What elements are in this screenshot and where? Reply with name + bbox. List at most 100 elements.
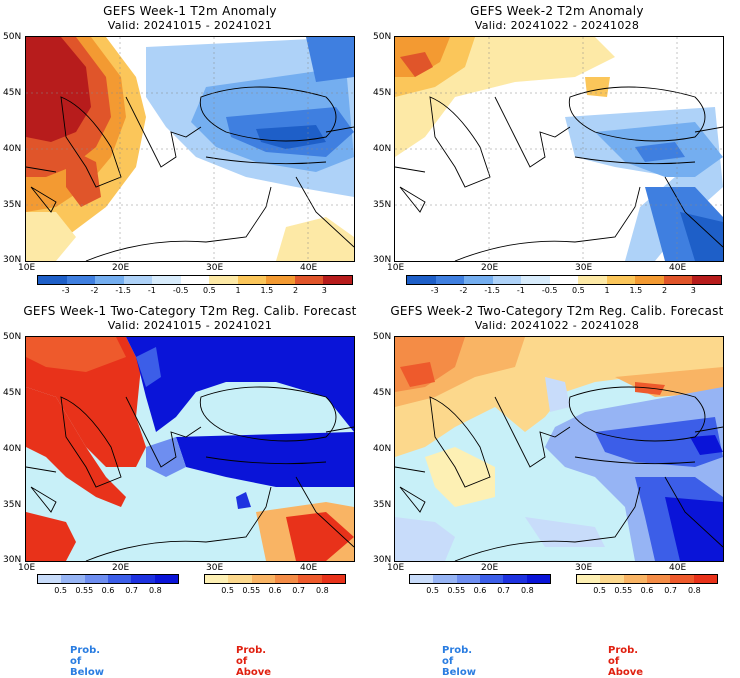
colorbar-swatch: [670, 575, 694, 583]
lon-label: 40E: [669, 263, 687, 273]
panel-valid-dates: Valid: 20241015 - 20241021: [107, 319, 273, 332]
colorbar-label: 0.8: [520, 586, 534, 595]
colorbar-label: 0.7: [664, 586, 678, 595]
colorbar-swatch: [95, 276, 124, 284]
panel-title: GEFS Week-1 T2m Anomaly: [103, 4, 277, 18]
lat-label: 30N: [3, 555, 22, 565]
colorbar-swatch: [492, 276, 522, 284]
colorbar-swatch: [663, 276, 693, 284]
colorbar-label: -1.5: [115, 286, 131, 295]
colorbar-label: 0.5: [593, 586, 607, 595]
colorbar-label: 0.6: [640, 586, 654, 595]
lat-label: 35N: [3, 500, 22, 510]
prob-below-colorbar: [37, 574, 179, 584]
lon-label: 20E: [481, 563, 499, 573]
colorbar-swatch: [38, 276, 67, 284]
colorbar-swatch: [298, 575, 322, 583]
colorbar-swatch: [464, 276, 493, 284]
anomaly-map-week1: [25, 36, 355, 262]
colorbar-label: 0.5: [221, 586, 235, 595]
colorbar-label: 0.55: [447, 586, 466, 595]
lon-label: 10E: [18, 263, 36, 273]
lat-label: 50N: [373, 32, 392, 42]
colorbar-label: -3: [430, 286, 439, 295]
colorbar-swatch: [294, 276, 324, 284]
colorbar-swatch: [323, 276, 353, 284]
colorbar-swatch: [274, 575, 299, 583]
lon-label: 10E: [18, 563, 36, 573]
colorbar-label: 3: [690, 286, 696, 295]
lon-label: 20E: [112, 263, 130, 273]
prob-above-colorbar-labels: 0.5 0.55 0.6 0.7 0.8: [576, 586, 718, 596]
colorbar-swatch: [577, 575, 601, 583]
colorbar-label: 0.55: [614, 586, 633, 595]
colorbar-swatch: [410, 575, 434, 583]
probability-map-week1: [25, 336, 355, 562]
colorbar-swatch: [228, 575, 252, 583]
lat-label: 35N: [3, 200, 22, 210]
panel-title: GEFS Week-2 Two-Category T2m Reg. Calib.…: [390, 304, 724, 318]
lat-label: 45N: [3, 388, 22, 398]
anomaly-colorbar: [406, 275, 722, 285]
colorbar-label: 0.55: [75, 586, 94, 595]
panel-title: GEFS Week-2 T2m Anomaly: [470, 4, 644, 18]
lat-label: 30N: [373, 255, 392, 265]
colorbar-label: -1: [516, 286, 525, 295]
colorbar-swatch: [623, 575, 647, 583]
colorbar-swatch: [61, 575, 85, 583]
colorbar-swatch: [237, 276, 267, 284]
colorbar-label: 1.5: [629, 286, 643, 295]
prob-below-colorbar-labels: 0.5 0.55 0.6 0.7 0.8: [409, 586, 551, 596]
colorbar-label: 0.5: [54, 586, 68, 595]
prob-above-colorbar-labels: 0.5 0.55 0.6 0.7 0.8: [204, 586, 346, 596]
colorbar-label: 1: [604, 286, 610, 295]
colorbar-swatch: [205, 575, 229, 583]
colorbar-label: 0.8: [687, 586, 701, 595]
lat-label: 30N: [373, 555, 392, 565]
colorbar-label: 0.5: [571, 286, 585, 295]
colorbar-swatch: [635, 276, 664, 284]
panel-valid-dates: Valid: 20241022 - 20241028: [474, 19, 640, 32]
colorbar-label: -1: [147, 286, 156, 295]
colorbar-swatch: [84, 575, 108, 583]
lon-label: 10E: [387, 563, 405, 573]
probability-map-week2: [394, 336, 724, 562]
lat-label: 45N: [373, 388, 392, 398]
colorbar-swatch: [521, 276, 550, 284]
colorbar-label: 0.8: [148, 586, 162, 595]
lon-label: 30E: [206, 263, 224, 273]
prob-below-colorbar-labels: 0.5 0.55 0.6 0.7 0.8: [37, 586, 179, 596]
colorbar-label: -2: [459, 286, 468, 295]
colorbar-swatch: [503, 575, 527, 583]
lon-label: 20E: [481, 263, 499, 273]
colorbar-label: 0.7: [125, 586, 139, 595]
colorbar-swatch: [600, 575, 624, 583]
colorbar-swatch: [646, 575, 671, 583]
colorbar-swatch: [693, 575, 717, 583]
lat-label: 35N: [373, 200, 392, 210]
lon-label: 30E: [206, 563, 224, 573]
colorbar-swatch: [407, 276, 436, 284]
lon-label: 40E: [669, 563, 687, 573]
colorbar-swatch: [433, 575, 457, 583]
prob-above-colorbar: [204, 574, 346, 584]
lon-label: 20E: [112, 563, 130, 573]
colorbar-label: -0.5: [541, 286, 558, 295]
lat-label: 30N: [3, 255, 22, 265]
colorbar-label: 0.6: [101, 586, 115, 595]
colorbar-label: 2: [292, 286, 299, 295]
lon-label: 10E: [387, 263, 405, 273]
colorbar-swatch: [107, 575, 132, 583]
lat-label: 40N: [373, 144, 392, 154]
panel-title: GEFS Week-1 Two-Category T2m Reg. Calib.…: [23, 304, 357, 318]
lon-label: 30E: [575, 263, 593, 273]
colorbar-swatch: [321, 575, 345, 583]
colorbar-label: 0.5: [202, 286, 216, 295]
colorbar-swatch: [66, 276, 96, 284]
panel-valid-dates: Valid: 20241015 - 20241021: [107, 19, 273, 32]
colorbar-swatch: [131, 575, 155, 583]
colorbar-label: 0.8: [315, 586, 329, 595]
lat-label: 50N: [373, 332, 392, 342]
colorbar-swatch: [266, 276, 295, 284]
panel-valid-dates: Valid: 20241022 - 20241028: [474, 319, 640, 332]
